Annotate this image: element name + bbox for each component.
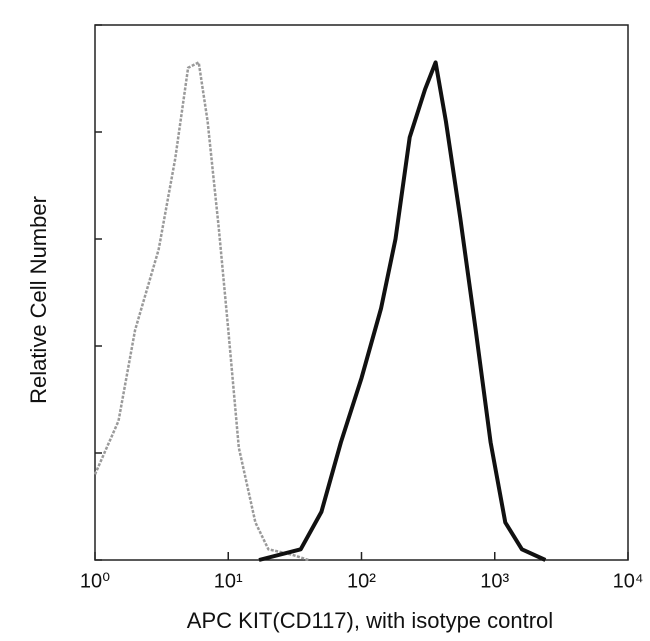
x-tick-label: 10³ <box>480 570 509 592</box>
y-axis-label: Relative Cell Number <box>26 196 51 404</box>
plot-frame <box>94 24 629 561</box>
histogram-line <box>93 61 309 562</box>
histogram-line <box>258 60 547 562</box>
x-tick-label: 10² <box>347 570 376 592</box>
x-tick-label: 10¹ <box>214 570 243 592</box>
x-tick-label: 10⁰ <box>80 570 110 592</box>
x-tick-label: 10⁴ <box>613 570 644 592</box>
x-axis-label: APC KIT(CD117), with isotype control <box>187 608 553 633</box>
